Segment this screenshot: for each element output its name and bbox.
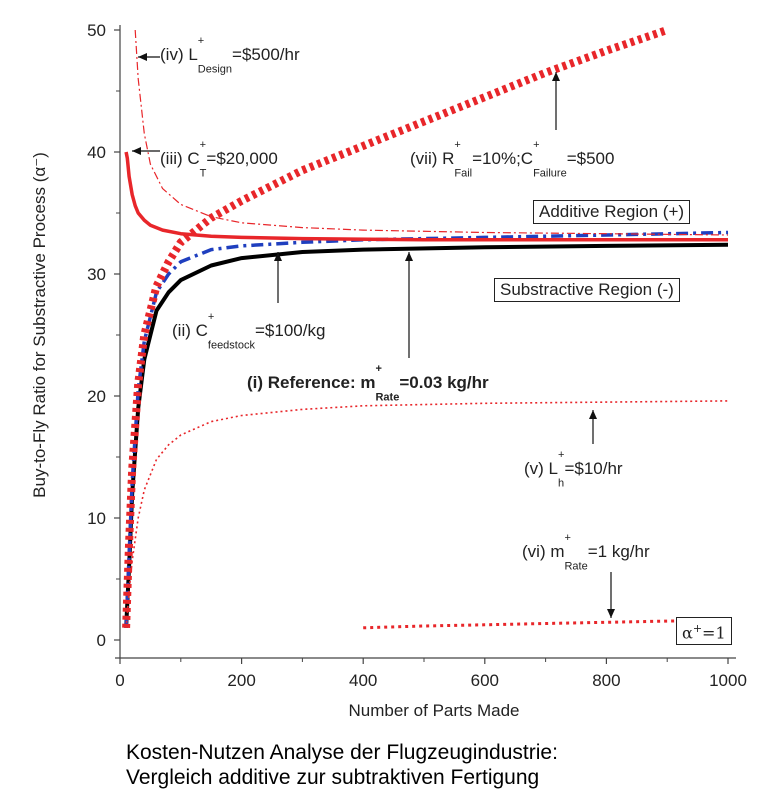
- arrow-iv-head: [138, 53, 147, 61]
- x-tick-label: 1000: [709, 671, 747, 690]
- x-tick-label: 600: [471, 671, 499, 690]
- annotation-vii: (vii) R+ Fail=10%;C+ Failure=$500: [410, 139, 615, 180]
- caption-line-1: Kosten-Nutzen Analyse der Flugzeugindust…: [126, 741, 558, 764]
- x-axis-label: Number of Parts Made: [348, 701, 519, 720]
- axes: 0 200 400 600 800 1000 0 10 20 30 40 50 Number of Pa…: [30, 21, 747, 720]
- additive-region-label: Additive Region (+): [533, 200, 691, 224]
- arrow-i-head: [405, 252, 413, 261]
- y-tick-label: 40: [87, 143, 106, 162]
- arrow-ii-head: [274, 252, 282, 261]
- y-axis-label: Buy-to-Fly Ratio for Substractive Proces…: [30, 152, 49, 498]
- caption: Kosten-Nutzen Analyse der Flugzeugindust…: [126, 740, 746, 790]
- annotation-arrows: [132, 53, 615, 618]
- x-tick-label: 800: [592, 671, 620, 690]
- annotation-i: (i) Reference: m+ Rate=0.03 kg/hr: [247, 363, 489, 404]
- series-line-L_h: [125, 400, 729, 628]
- substractive-region-label: Substractive Region (-): [494, 278, 680, 302]
- series-line-m_rate_1: [363, 618, 729, 630]
- x-tick-label: 200: [227, 671, 255, 690]
- x-tick-label: 400: [349, 671, 377, 690]
- arrow-vi-head: [607, 609, 615, 618]
- y-tick-label: 30: [87, 265, 106, 284]
- annotation-iii: (iii) C+ T=$20,000: [160, 139, 278, 180]
- annotation-iv: (iv) L+ Design=$500/hr: [160, 35, 300, 76]
- arrow-iii-head: [132, 147, 141, 155]
- y-tick-label: 50: [87, 21, 106, 40]
- arrow-vii-head: [552, 72, 560, 81]
- alpha-box: α+=1: [676, 617, 732, 646]
- annotation-v: (v) L+ h=$10/hr: [524, 449, 623, 490]
- chart: 0 200 400 600 800 1000 0 10 20 30 40 50 Number of Pa…: [30, 21, 747, 720]
- series-layer: [122, 26, 729, 630]
- series-line-R_fail: [122, 26, 669, 628]
- x-tick-label: 0: [115, 671, 124, 690]
- y-tick-label: 20: [87, 387, 106, 406]
- annotation-vi: (vi) m+ Rate=1 kg/hr: [522, 532, 650, 573]
- series-line-C_T: [124, 151, 728, 242]
- caption-line-2: Vergleich additive zur subtraktiven Fert…: [126, 766, 540, 789]
- y-tick-label: 10: [87, 509, 106, 528]
- annotation-ii: (ii) C+ feedstock=$100/kg: [172, 311, 326, 352]
- y-tick-label: 0: [97, 631, 106, 650]
- arrow-v-head: [589, 410, 597, 419]
